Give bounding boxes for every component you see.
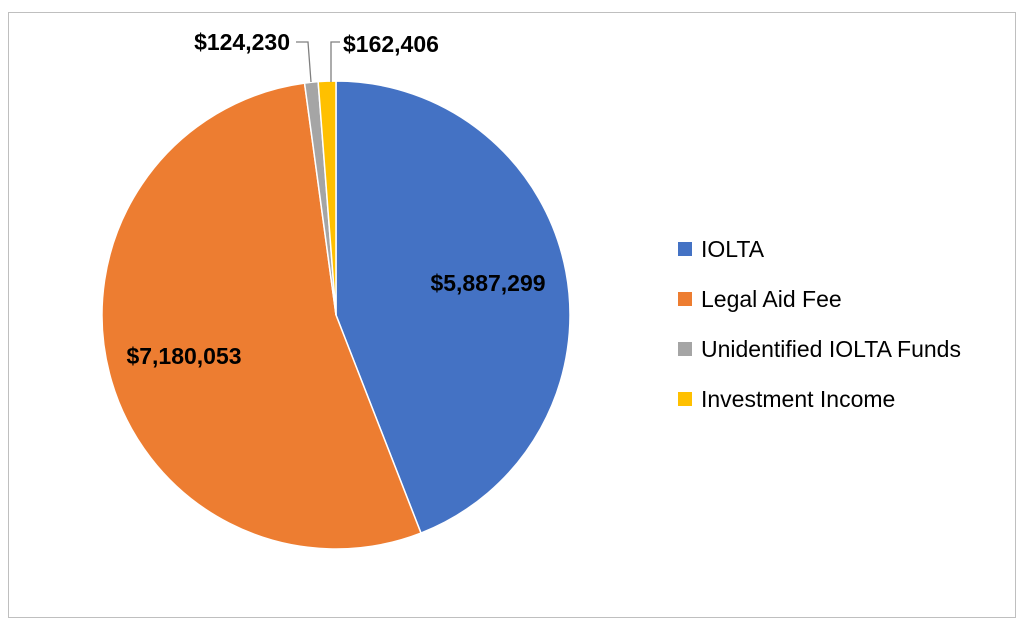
chart-legend: IOLTA Legal Aid Fee Unidentified IOLTA F… [678, 224, 961, 424]
data-label-iolta: $5,887,299 [430, 270, 545, 296]
data-label-unidentified-iolta-funds: $124,230 [194, 29, 290, 55]
legend-item-legal-aid-fee: Legal Aid Fee [678, 274, 961, 324]
pie-slice-iolta [335, 80, 571, 535]
leader-line-investment-income [330, 41, 340, 82]
legend-swatch [678, 392, 692, 406]
data-label-investment-income: $162,406 [343, 31, 439, 57]
legend-swatch [678, 342, 692, 356]
legend-swatch [678, 292, 692, 306]
legend-label: IOLTA [701, 235, 765, 262]
legend-item-investment-income: Investment Income [678, 374, 961, 424]
leader-line-unidentified-iolta-funds [296, 41, 312, 83]
pie-slice-investment-income [317, 80, 337, 316]
legend-label: Investment Income [701, 385, 896, 412]
pie-slice-legal-aid-fee [101, 82, 422, 550]
legend-label: Legal Aid Fee [701, 285, 842, 312]
data-label-legal-aid-fee: $7,180,053 [126, 343, 241, 369]
legend-item-iolta: IOLTA [678, 224, 961, 274]
legend-label: Unidentified IOLTA Funds [701, 335, 961, 362]
legend-item-unidentified-iolta-funds: Unidentified IOLTA Funds [678, 324, 961, 374]
legend-swatch [678, 242, 692, 256]
